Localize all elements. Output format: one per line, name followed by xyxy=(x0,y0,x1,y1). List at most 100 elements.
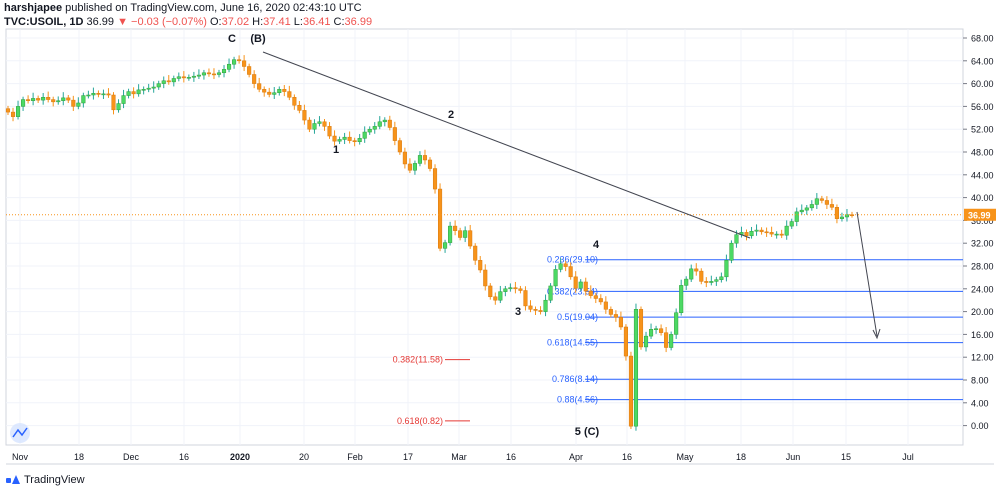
candle xyxy=(136,84,141,97)
candle-body xyxy=(56,100,61,103)
candle xyxy=(171,75,176,87)
candle xyxy=(613,310,618,322)
candle xyxy=(362,126,367,143)
candle xyxy=(237,55,242,64)
wave-label: C xyxy=(228,33,236,45)
candle xyxy=(26,95,31,104)
candle-body xyxy=(66,97,71,101)
candle-body xyxy=(332,135,337,142)
candle-body xyxy=(679,285,684,313)
candle-body xyxy=(558,263,563,270)
candle xyxy=(563,260,568,272)
candle xyxy=(679,279,684,316)
candle-body xyxy=(337,139,342,142)
candle xyxy=(412,160,417,175)
candle-body xyxy=(523,290,528,307)
candle-body xyxy=(573,276,578,289)
candle-body xyxy=(463,230,468,238)
candle-body xyxy=(151,86,156,89)
candle xyxy=(307,117,312,133)
candle-body xyxy=(749,230,754,237)
candle-body xyxy=(5,108,11,113)
candle xyxy=(427,157,433,172)
candle xyxy=(834,204,839,224)
candle xyxy=(829,198,834,211)
candle-body xyxy=(809,204,814,209)
candle xyxy=(287,85,292,101)
candle-body xyxy=(563,263,568,267)
candle-body xyxy=(397,140,402,153)
candle-body xyxy=(754,229,759,232)
wave-labels: C (B) 1 2 3 4 5 (C) xyxy=(10,33,600,443)
candle xyxy=(458,227,463,241)
candle-body xyxy=(196,74,201,77)
candle xyxy=(262,86,267,97)
candle-body xyxy=(664,332,669,348)
candle-body xyxy=(498,291,503,301)
candle-body xyxy=(709,281,714,283)
candle xyxy=(548,283,553,304)
last-price-box xyxy=(964,208,996,221)
candle-body xyxy=(483,269,488,287)
candle xyxy=(342,132,347,145)
candle xyxy=(704,277,709,288)
brand-label[interactable]: TradingView xyxy=(24,474,85,486)
candle-body xyxy=(297,105,302,111)
author-name[interactable]: harshjapee xyxy=(4,2,63,14)
candle-body xyxy=(91,93,96,96)
candle xyxy=(824,196,829,209)
candle xyxy=(794,207,799,227)
candle-body xyxy=(684,278,689,286)
candle xyxy=(297,100,302,114)
candle-body xyxy=(689,268,694,280)
x-tick-label: 15 xyxy=(841,452,851,462)
candle-body xyxy=(583,281,588,292)
candle xyxy=(191,71,196,82)
candle xyxy=(61,92,66,106)
candle-body xyxy=(443,242,448,249)
candle xyxy=(15,100,21,120)
candle xyxy=(111,92,116,115)
candle-body xyxy=(528,305,533,310)
candle xyxy=(638,306,644,350)
candle-body xyxy=(724,260,729,278)
candle xyxy=(126,88,131,99)
candle xyxy=(583,277,588,296)
candle-body xyxy=(553,269,558,287)
candle-body xyxy=(533,309,538,311)
low-label: L: xyxy=(293,16,303,28)
candle-body xyxy=(41,97,46,101)
x-tick-label: Feb xyxy=(347,452,363,462)
candle xyxy=(252,70,257,89)
candle-body xyxy=(437,188,443,249)
candle-body xyxy=(458,230,463,238)
candle-body xyxy=(101,93,106,96)
publish-date: published on TradingView.com, June 16, 2… xyxy=(65,2,362,14)
candle xyxy=(377,116,382,130)
candle xyxy=(437,183,443,252)
candle-body xyxy=(669,334,674,348)
x-tick-label: 16 xyxy=(506,452,516,462)
y-tick-label: 56.00 xyxy=(971,102,994,112)
candle xyxy=(518,285,523,294)
candle-body xyxy=(10,111,16,117)
candle-body xyxy=(633,309,639,427)
candle xyxy=(694,263,699,276)
open-label: O: xyxy=(209,16,222,28)
candle xyxy=(10,107,16,122)
candle-body xyxy=(654,328,659,330)
candle-body xyxy=(704,281,709,283)
x-tick-label: 16 xyxy=(179,452,189,462)
candle xyxy=(443,239,448,253)
candle xyxy=(779,229,784,239)
candle-body xyxy=(407,163,412,171)
candle-body xyxy=(237,59,242,62)
candle-body xyxy=(598,298,603,303)
candle xyxy=(292,94,297,110)
candle-body xyxy=(292,97,297,106)
candle xyxy=(588,285,593,299)
candle xyxy=(523,286,528,311)
wave-label: (B) xyxy=(250,33,266,45)
candle-body xyxy=(367,128,372,133)
